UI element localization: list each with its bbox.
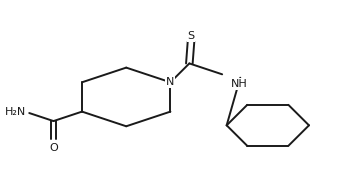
- Text: H₂N: H₂N: [5, 107, 26, 117]
- Text: S: S: [187, 31, 194, 41]
- Text: NH: NH: [231, 79, 247, 89]
- Text: O: O: [49, 143, 58, 153]
- Text: N: N: [166, 77, 175, 87]
